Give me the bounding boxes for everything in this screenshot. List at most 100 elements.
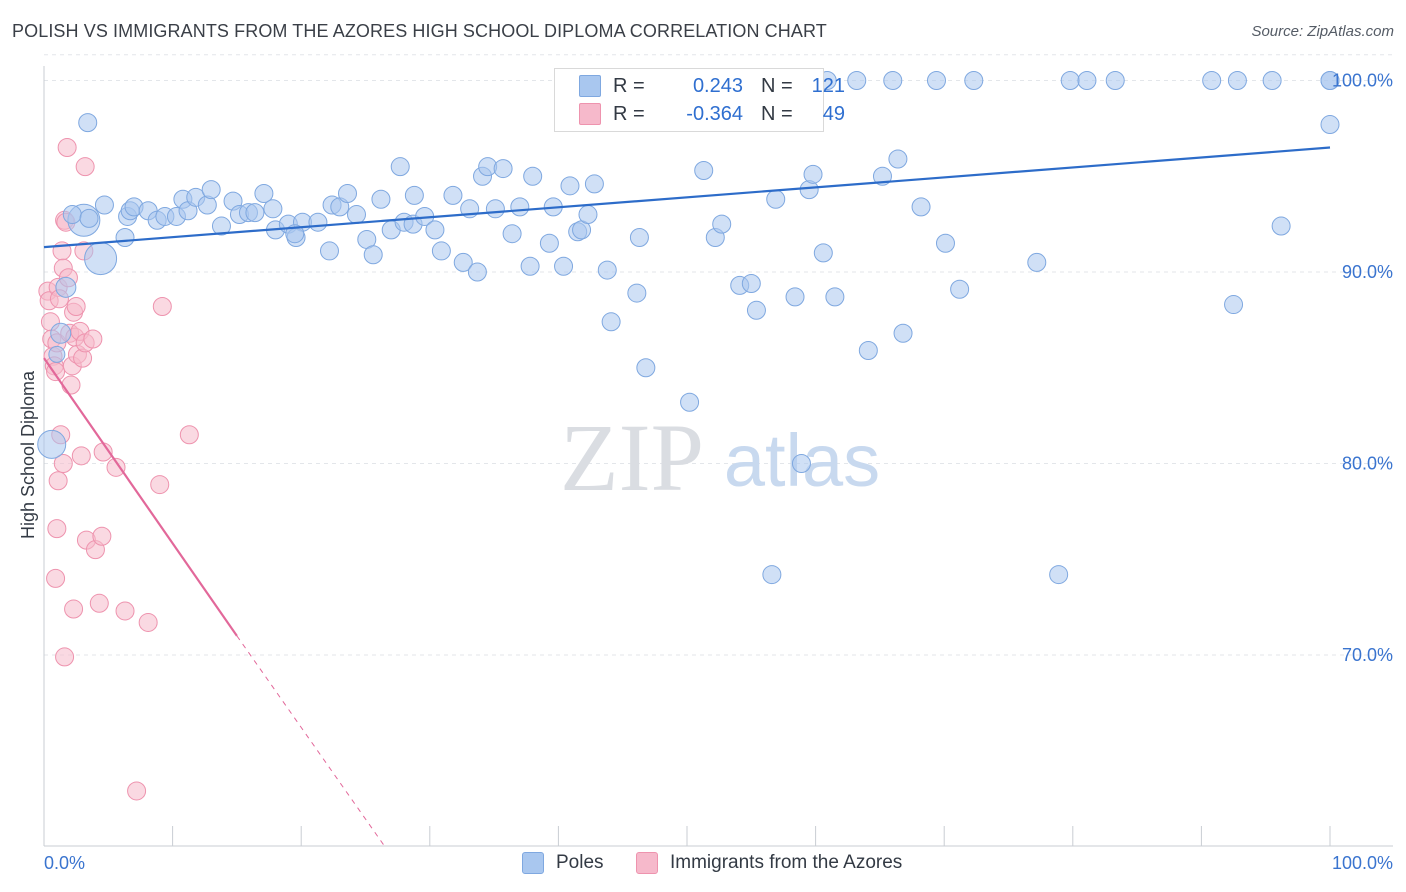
poles-point: [847, 71, 867, 90]
poles-point: [791, 454, 811, 473]
poles-point: [813, 243, 833, 263]
poles-point: [84, 242, 118, 276]
azores-point: [57, 138, 77, 158]
poles-point: [37, 429, 67, 459]
poles-point: [785, 287, 805, 307]
poles-point: [245, 203, 265, 223]
poles-point: [964, 71, 984, 90]
y-tick-label: 70.0%: [1342, 645, 1393, 665]
azores-point: [64, 599, 84, 619]
azores-point: [150, 475, 170, 495]
poles-point: [254, 183, 274, 203]
series-azores-points: [38, 138, 199, 801]
legend-n-label: N =: [761, 74, 793, 97]
azores-point: [115, 601, 135, 621]
legend-r-value: -0.364: [686, 102, 743, 125]
poles-point: [337, 183, 357, 203]
poles-point: [94, 195, 114, 215]
poles-point: [263, 199, 283, 219]
poles-point: [62, 205, 82, 225]
legend-swatch-poles: [522, 852, 544, 874]
watermark-zip: ZIP: [560, 404, 704, 511]
x-tick-label-min: 0.0%: [44, 853, 85, 873]
poles-point: [285, 224, 305, 244]
azores-point: [92, 526, 112, 546]
poles-point: [319, 241, 339, 261]
poles-point: [453, 252, 473, 272]
azores-point: [75, 157, 95, 177]
poles-point: [629, 228, 649, 248]
poles-point: [523, 166, 543, 186]
poles-point: [694, 161, 714, 181]
azores-point: [179, 425, 199, 445]
azores-point: [71, 446, 91, 466]
chart-title: POLISH VS IMMIGRANTS FROM THE AZORES HIG…: [12, 21, 827, 41]
poles-point: [346, 205, 366, 225]
poles-point: [425, 220, 445, 240]
azores-trendline-extension: [236, 635, 386, 847]
poles-point: [584, 174, 604, 194]
y-tick-label: 100.0%: [1332, 71, 1393, 91]
poles-point: [597, 260, 617, 280]
azores-point: [127, 781, 147, 801]
poles-point: [1271, 216, 1291, 236]
poles-point: [1202, 71, 1222, 90]
poles-point: [803, 164, 823, 184]
legend-label-azores: Immigrants from the Azores: [670, 852, 903, 873]
legend-row-poles: R = 0.243 N = 121: [579, 73, 845, 99]
poles-point: [443, 185, 463, 205]
poles-point: [601, 312, 621, 332]
poles-point: [55, 276, 77, 298]
poles-point: [1262, 71, 1282, 90]
poles-point: [762, 565, 782, 585]
poles-point: [680, 392, 700, 412]
poles-point: [888, 149, 908, 169]
azores-point: [48, 471, 68, 491]
poles-point: [1224, 295, 1244, 315]
poles-point: [78, 113, 98, 133]
poles-point: [115, 228, 135, 248]
legend-swatch-azores: [636, 852, 658, 874]
azores-point: [53, 454, 73, 473]
legend-row-azores: R = -0.364 N = 49: [579, 101, 845, 127]
legend-item-azores[interactable]: Immigrants from the Azores: [636, 852, 902, 874]
poles-point: [766, 189, 786, 209]
azores-point: [55, 647, 75, 667]
azores-point: [152, 296, 172, 316]
poles-point: [911, 197, 931, 217]
poles-point: [950, 279, 970, 299]
legend-swatch-poles: [579, 75, 601, 97]
poles-point: [1320, 115, 1340, 135]
poles-point: [502, 224, 522, 244]
poles-point: [308, 212, 328, 232]
azores-point: [66, 296, 86, 316]
poles-point: [404, 185, 424, 205]
poles-point: [858, 341, 878, 361]
legend-r-value: 0.243: [692, 74, 743, 97]
y-tick-label: 80.0%: [1342, 454, 1393, 474]
azores-point: [89, 593, 109, 613]
poles-point: [627, 283, 647, 303]
poles-point: [467, 262, 487, 282]
poles-point: [825, 287, 845, 307]
watermark: ZIP atlas: [560, 404, 880, 511]
azores-point: [61, 375, 81, 395]
poles-point: [371, 189, 391, 209]
poles-point: [431, 241, 451, 261]
poles-point: [1105, 71, 1125, 90]
grid-lines: [44, 54, 1393, 656]
legend-n-value: 121: [811, 74, 845, 97]
series-poles-points: [37, 71, 1340, 585]
poles-point: [539, 233, 559, 253]
poles-point: [390, 157, 410, 177]
poles-point: [520, 256, 540, 276]
poles-point: [485, 199, 505, 219]
poles-point: [935, 233, 955, 253]
y-tick-labels: 70.0% 80.0% 90.0% 100.0%: [1332, 71, 1393, 666]
poles-point: [578, 205, 598, 225]
poles-point: [712, 214, 732, 234]
poles-point: [893, 323, 913, 343]
poles-point: [1227, 71, 1247, 90]
legend-item-poles[interactable]: Poles: [522, 852, 604, 874]
